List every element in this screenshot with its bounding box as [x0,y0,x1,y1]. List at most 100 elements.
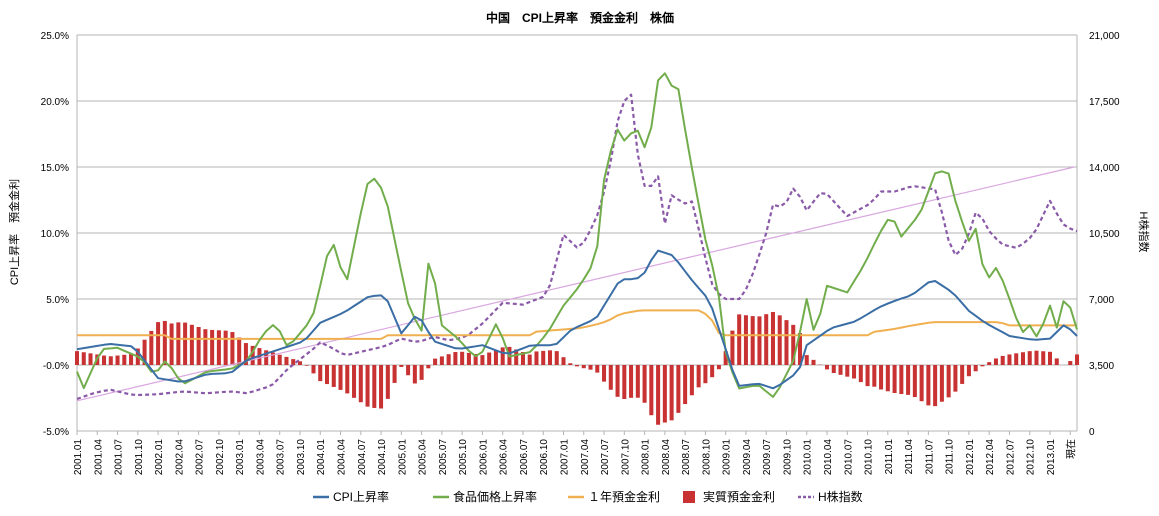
real-rate-bar [770,311,775,365]
real-rate-bar [919,365,924,402]
real-rate-bar [149,330,154,365]
real-rate-bar [453,352,458,365]
real-rate-bar [595,365,600,373]
x-tick-label: 2006.10 [539,439,550,476]
real-rate-bar [487,352,492,365]
y-left-tick-label: -5.0% [43,427,69,438]
real-rate-bar [250,345,255,365]
real-rate-bar [568,363,573,365]
real-rate-bar [460,351,465,365]
x-tick-label: 2003.07 [276,439,287,476]
x-tick-label: 2002.07 [195,439,206,476]
legend: CPI上昇率 食品価格上昇率 １年預金金利 実質預金金利 H株指数 [313,489,863,504]
real-rate-bar [426,365,431,369]
real-rate-bar [223,330,228,365]
real-rate-bar [500,347,505,365]
real-rate-bar [297,361,302,365]
real-rate-bar [277,354,282,365]
real-rate-bar [156,322,161,365]
left-axis-ticks: -5.0% -0.0% 5.0% 10.0% 15.0% 20.0% 25.0% [41,31,69,438]
real-rate-bar [466,352,471,365]
real-rate-bar [1068,361,1073,365]
real-rate-bar [534,351,539,365]
right-axis-ticks: 0 3,500 7,000 10,500 14,000 17,500 21,000 [1089,31,1120,438]
real-rate-bar [1054,358,1059,365]
real-rate-bar [743,315,748,365]
real-rate-bar [845,365,850,377]
x-tick-label: 2002.01 [154,439,165,476]
x-tick-label: 2005.04 [418,439,429,476]
x-tick-label: 2012.10 [1026,439,1037,476]
real-rate-bar [750,316,755,365]
y-right-tick-label: 3,500 [1089,361,1114,372]
real-rate-bar [142,339,147,365]
x-tick-label: 2008.07 [681,439,692,476]
real-rate-bar [635,365,640,398]
y-left-tick-label: 5.0% [46,295,69,306]
x-tick-label: 2001.10 [134,439,145,476]
gridlines [76,34,1078,432]
real-rate-bar [696,365,701,388]
real-rate-bar [203,329,208,365]
real-rate-bar [622,365,627,400]
real-rate-bar [838,365,843,375]
real-rate-bar [189,324,194,365]
real-rate-bar [784,320,789,365]
real-rate-bar [419,365,424,380]
real-rate-bar [953,365,958,392]
x-tick-label: 2004.10 [377,439,388,476]
x-tick-label: 2002.04 [174,439,185,476]
left-axis-title: CPI上昇率 預金金利 [7,179,21,285]
x-tick-label: 2011.07 [924,439,935,475]
real-rate-bar [885,365,890,392]
x-tick-label: 2011.04 [904,439,915,475]
chart-title: 中国 CPI上昇率 預金金利 株価 [486,10,674,25]
real-rate-bar [791,324,796,365]
real-rate-bar [892,365,897,394]
legend-label: H株指数 [818,489,863,504]
x-tick-label: 2011.01 [884,439,895,475]
x-tick-label: 2007.04 [580,439,591,476]
cpi-line [76,249,1078,390]
real-rate-bar [703,365,708,384]
y-right-tick-label: 14,000 [1089,163,1120,174]
real-rate-bar [331,365,336,387]
real-rate-bar [324,365,330,385]
real-rate-bar [946,365,951,398]
real-rate-bar [1027,351,1032,365]
real-rate-bar [365,365,370,407]
real-rate-bar [730,330,735,365]
h-share-index-line [76,93,1078,400]
real-rate-bar [1007,354,1012,365]
real-rate-bar [527,354,532,365]
real-rate-bar [88,353,93,365]
real-rate-bar [446,354,451,365]
real-rate-bar [804,355,809,365]
real-rate-bar [439,356,444,365]
real-rate-bar [906,365,911,395]
x-tick-label: 2004.04 [337,439,348,476]
real-rate-bar [588,365,593,370]
real-rate-bar [899,365,904,395]
real-rate-bar [284,356,289,365]
real-rate-bar [372,365,377,408]
real-rate-bar [162,321,167,365]
real-rate-bar [1020,352,1025,365]
x-tick-label: 2010.07 [843,439,854,476]
legend-label: 実質預金金利 [703,489,775,504]
real-rate-bar [108,356,113,365]
real-rate-bar [291,359,296,365]
real-rate-bar [264,350,269,365]
real-rate-bar [797,333,803,365]
real-rate-bar [338,365,343,390]
real-rate-bar [912,365,917,398]
x-tick-label: 2004.01 [316,439,327,476]
real-rate-bar [129,354,134,365]
real-rate-bar [554,351,559,365]
y-left-tick-label: -0.0% [43,361,69,372]
real-rate-bar [831,365,836,373]
real-rate-bar [406,365,411,376]
x-tick-label: 2006.04 [499,439,510,476]
x-tick-label: 2009.04 [742,439,753,476]
x-tick-label: 2009.01 [722,439,733,476]
